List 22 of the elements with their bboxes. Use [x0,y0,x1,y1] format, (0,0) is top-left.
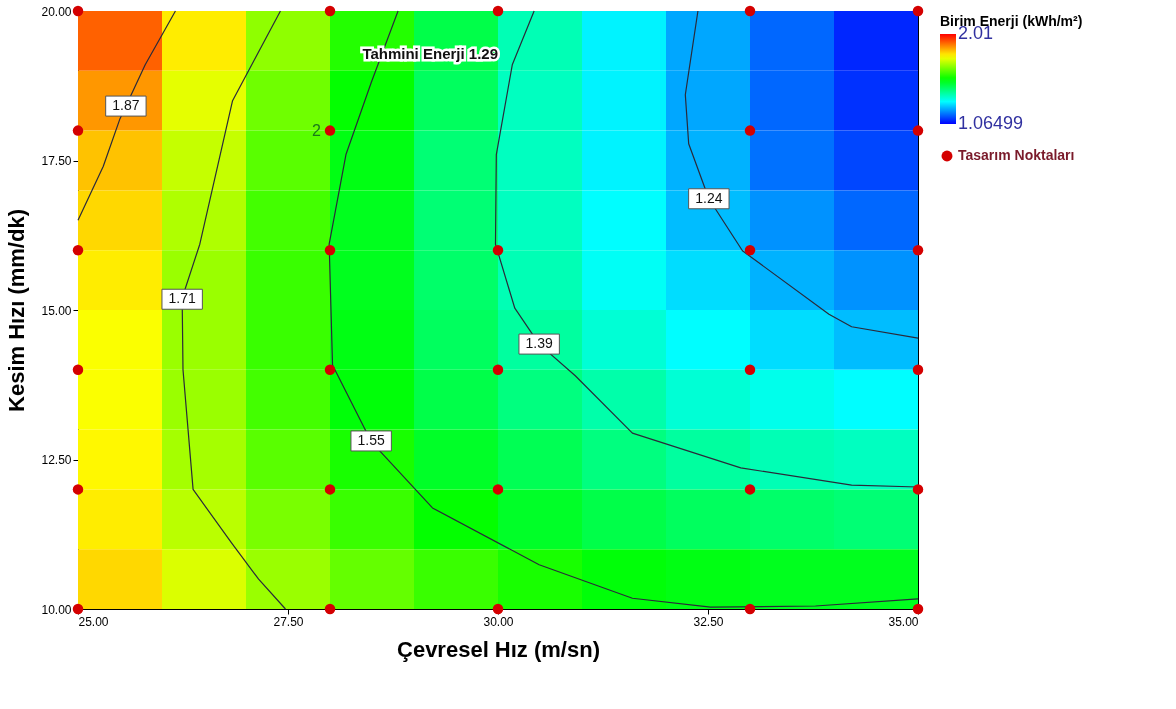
y-tick-label: 10.00 [41,602,72,617]
y-tick-label: 20.00 [41,4,72,19]
annotation: 1.87 [112,97,140,114]
annotation: 1.39 [525,335,553,352]
line-series [684,10,919,339]
x-axis-title: Çevresel Hız (m/sn) [397,636,600,662]
x-tick-label: 35.00 [888,614,919,629]
x-tick-label: 30.00 [483,614,514,629]
x-tick-label: 25.00 [78,614,109,629]
x-tick-label: 27.50 [273,614,304,629]
y-axis-title: Kesim Hızı (mm/dk) [4,209,30,412]
annotation: 1.55 [357,431,385,448]
annotation: 1.71 [168,290,196,307]
y-tick-label: 15.00 [41,303,72,318]
color-bar-label: 1.06499 [958,113,1024,133]
legend-label: Tasarım Noktaları [958,147,1075,163]
annotation: 1.24 [695,189,723,206]
line-series [77,10,177,221]
y-tick-label: 17.50 [41,154,72,168]
x-tick-label: 32.50 [693,614,724,629]
annotation: 2 [312,121,322,139]
y-tick-label: 12.50 [41,453,72,467]
